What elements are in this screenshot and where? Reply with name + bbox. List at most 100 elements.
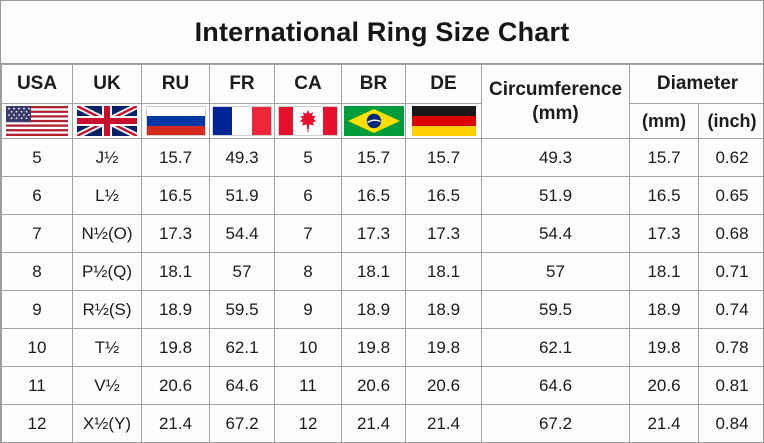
cell: 20.6: [141, 366, 210, 405]
col-header-usa: USA: [1, 64, 73, 104]
cell: 21.4: [405, 404, 482, 442]
cell: 5: [274, 138, 342, 177]
cell: 9: [1, 290, 73, 329]
cell: 0.74: [697, 290, 763, 329]
title-bar: International Ring Size Chart: [1, 1, 763, 64]
col-header-diameter: Diameter: [628, 64, 763, 104]
cell: 0.68: [697, 214, 763, 253]
france-flag-cell: [209, 103, 275, 139]
russia-flag-cell: [141, 103, 210, 139]
table-row: 11 V½ 20.6 64.6 11 20.6 20.6 64.6 20.6 0.81: [1, 366, 763, 405]
canada-flag-cell: [274, 103, 342, 139]
cell: 10: [1, 328, 73, 367]
cell: 54.4: [481, 214, 630, 253]
cell: 18.9: [141, 290, 210, 329]
cell: 6: [1, 176, 73, 215]
cell: 8: [1, 252, 73, 291]
cell: 16.5: [341, 176, 406, 215]
cell: 0.81: [697, 366, 763, 405]
col-header-de: DE: [405, 64, 482, 104]
uk-flag-icon: [77, 106, 137, 136]
cell: 20.6: [405, 366, 482, 405]
cell: 51.9: [481, 176, 630, 215]
cell: 18.1: [141, 252, 210, 291]
cell: 9: [274, 290, 342, 329]
cell: 0.78: [697, 328, 763, 367]
cell: 64.6: [209, 366, 275, 405]
cell: 18.9: [629, 290, 699, 329]
table-row: 10 T½ 19.8 62.1 10 19.8 19.8 62.1 19.8 0.78: [1, 328, 763, 367]
cell: 49.3: [209, 138, 275, 177]
circumference-unit: (mm): [532, 102, 579, 124]
cell: L½: [72, 176, 142, 215]
cell: 12: [1, 404, 73, 442]
cell: 57: [481, 252, 630, 291]
cell: J½: [72, 138, 142, 177]
cell: 51.9: [209, 176, 275, 215]
cell: 11: [274, 366, 342, 405]
russia-flag-icon: [145, 106, 206, 136]
cell: 19.8: [341, 328, 406, 367]
table-row: 7 N½(O) 17.3 54.4 7 17.3 17.3 54.4 17.3 0.68: [1, 214, 763, 253]
france-flag-icon: [212, 106, 272, 136]
col-header-br: BR: [341, 64, 406, 104]
brazil-flag-cell: [341, 103, 406, 139]
cell: 15.7: [629, 138, 699, 177]
brazil-flag-icon: [343, 106, 404, 136]
cell: 49.3: [481, 138, 630, 177]
cell: 7: [1, 214, 73, 253]
cell: N½(O): [72, 214, 142, 253]
cell: 15.7: [141, 138, 210, 177]
cell: 6: [274, 176, 342, 215]
cell: 20.6: [629, 366, 699, 405]
cell: 11: [1, 366, 73, 405]
cell: 8: [274, 252, 342, 291]
cell: V½: [72, 366, 142, 405]
cell: 21.4: [341, 404, 406, 442]
cell: 18.9: [405, 290, 482, 329]
cell: R½(S): [72, 290, 142, 329]
cell: 17.3: [405, 214, 482, 253]
usa-flag-icon: [6, 106, 68, 136]
cell: 64.6: [481, 366, 630, 405]
cell: 16.5: [405, 176, 482, 215]
cell: T½: [72, 328, 142, 367]
col-header-fr: FR: [209, 64, 275, 104]
diameter-inch-header: (inch): [697, 103, 763, 139]
cell: 20.6: [341, 366, 406, 405]
cell: X½(Y): [72, 404, 142, 442]
header-row-flags: (mm) (inch): [1, 103, 763, 139]
col-header-circumference: Circumference (mm): [481, 64, 630, 139]
cell: 62.1: [209, 328, 275, 367]
uk-flag-cell: [72, 103, 142, 139]
cell: 57: [209, 252, 275, 291]
cell: 16.5: [629, 176, 699, 215]
germany-flag-icon: [411, 106, 476, 136]
cell: 19.8: [141, 328, 210, 367]
cell: 18.1: [405, 252, 482, 291]
cell: P½(Q): [72, 252, 142, 291]
cell: 18.1: [341, 252, 406, 291]
cell: 0.65: [697, 176, 763, 215]
col-header-uk: UK: [72, 64, 142, 104]
col-header-ca: CA: [274, 64, 342, 104]
circumference-label: Circumference: [488, 78, 623, 100]
ring-size-table: USA UK RU FR CA BR DE Circumference (mm)…: [1, 64, 763, 442]
cell: 59.5: [481, 290, 630, 329]
germany-flag-cell: [405, 103, 482, 139]
cell: 54.4: [209, 214, 275, 253]
cell: 21.4: [629, 404, 699, 442]
cell: 5: [1, 138, 73, 177]
cell: 17.3: [141, 214, 210, 253]
table-row: 8 P½(Q) 18.1 57 8 18.1 18.1 57 18.1 0.71: [1, 252, 763, 291]
cell: 17.3: [629, 214, 699, 253]
canada-flag-icon: [278, 106, 338, 136]
cell: 0.62: [697, 138, 763, 177]
table-body: 5 J½ 15.7 49.3 5 15.7 15.7 49.3 15.7 0.62 6 L½ 16.5 5…: [1, 138, 763, 442]
cell: 10: [274, 328, 342, 367]
cell: 62.1: [481, 328, 630, 367]
cell: 18.9: [341, 290, 406, 329]
cell: 59.5: [209, 290, 275, 329]
cell: 67.2: [209, 404, 275, 442]
